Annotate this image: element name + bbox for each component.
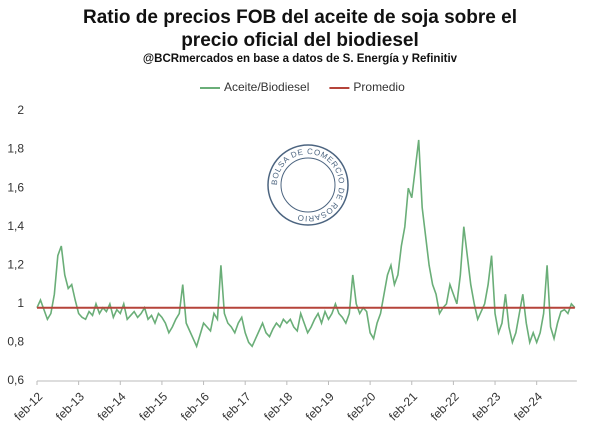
legend-label: Promedio [353, 80, 405, 94]
y-tick-label: 1,6 [7, 180, 24, 194]
x-tick-label: feb-12 [11, 389, 45, 423]
y-tick-label: 2 [17, 103, 24, 117]
x-tick-label: feb-20 [345, 389, 379, 423]
x-tick-label: feb-13 [53, 389, 87, 423]
x-tick-label: feb-21 [386, 389, 420, 423]
x-tick-label: feb-24 [511, 389, 545, 423]
legend-label: Aceite/Biodiesel [224, 80, 309, 94]
x-tick-label: feb-14 [95, 389, 129, 423]
logo-ring [267, 144, 349, 226]
chart-title: Ratio de precios FOB del aceite de soja … [83, 7, 517, 51]
y-tick-label: 1,4 [7, 219, 24, 233]
y-tick-label: 1,8 [7, 142, 24, 156]
y-tick-label: 1 [17, 296, 24, 310]
series-line [36, 139, 576, 349]
y-tick-label: 0,8 [7, 335, 24, 349]
logo: BOLSA DE COMERCIO DE ROSARIO [267, 144, 349, 226]
x-tick-label: feb-16 [178, 389, 212, 423]
x-tick-label: feb-17 [220, 389, 254, 423]
y-tick-label: 1,2 [7, 257, 24, 271]
chart-subtitle: @BCRmercados en base a datos de S. Energ… [142, 53, 458, 65]
x-tick-label: feb-19 [303, 389, 337, 423]
x-tick-label: feb-15 [136, 389, 170, 423]
logo-ring [280, 157, 336, 213]
x-tick-label: feb-18 [261, 389, 295, 423]
y-tick-label: 0,6 [7, 373, 24, 387]
x-tick-label: feb-23 [469, 389, 503, 423]
x-tick-label: feb-22 [428, 389, 462, 423]
